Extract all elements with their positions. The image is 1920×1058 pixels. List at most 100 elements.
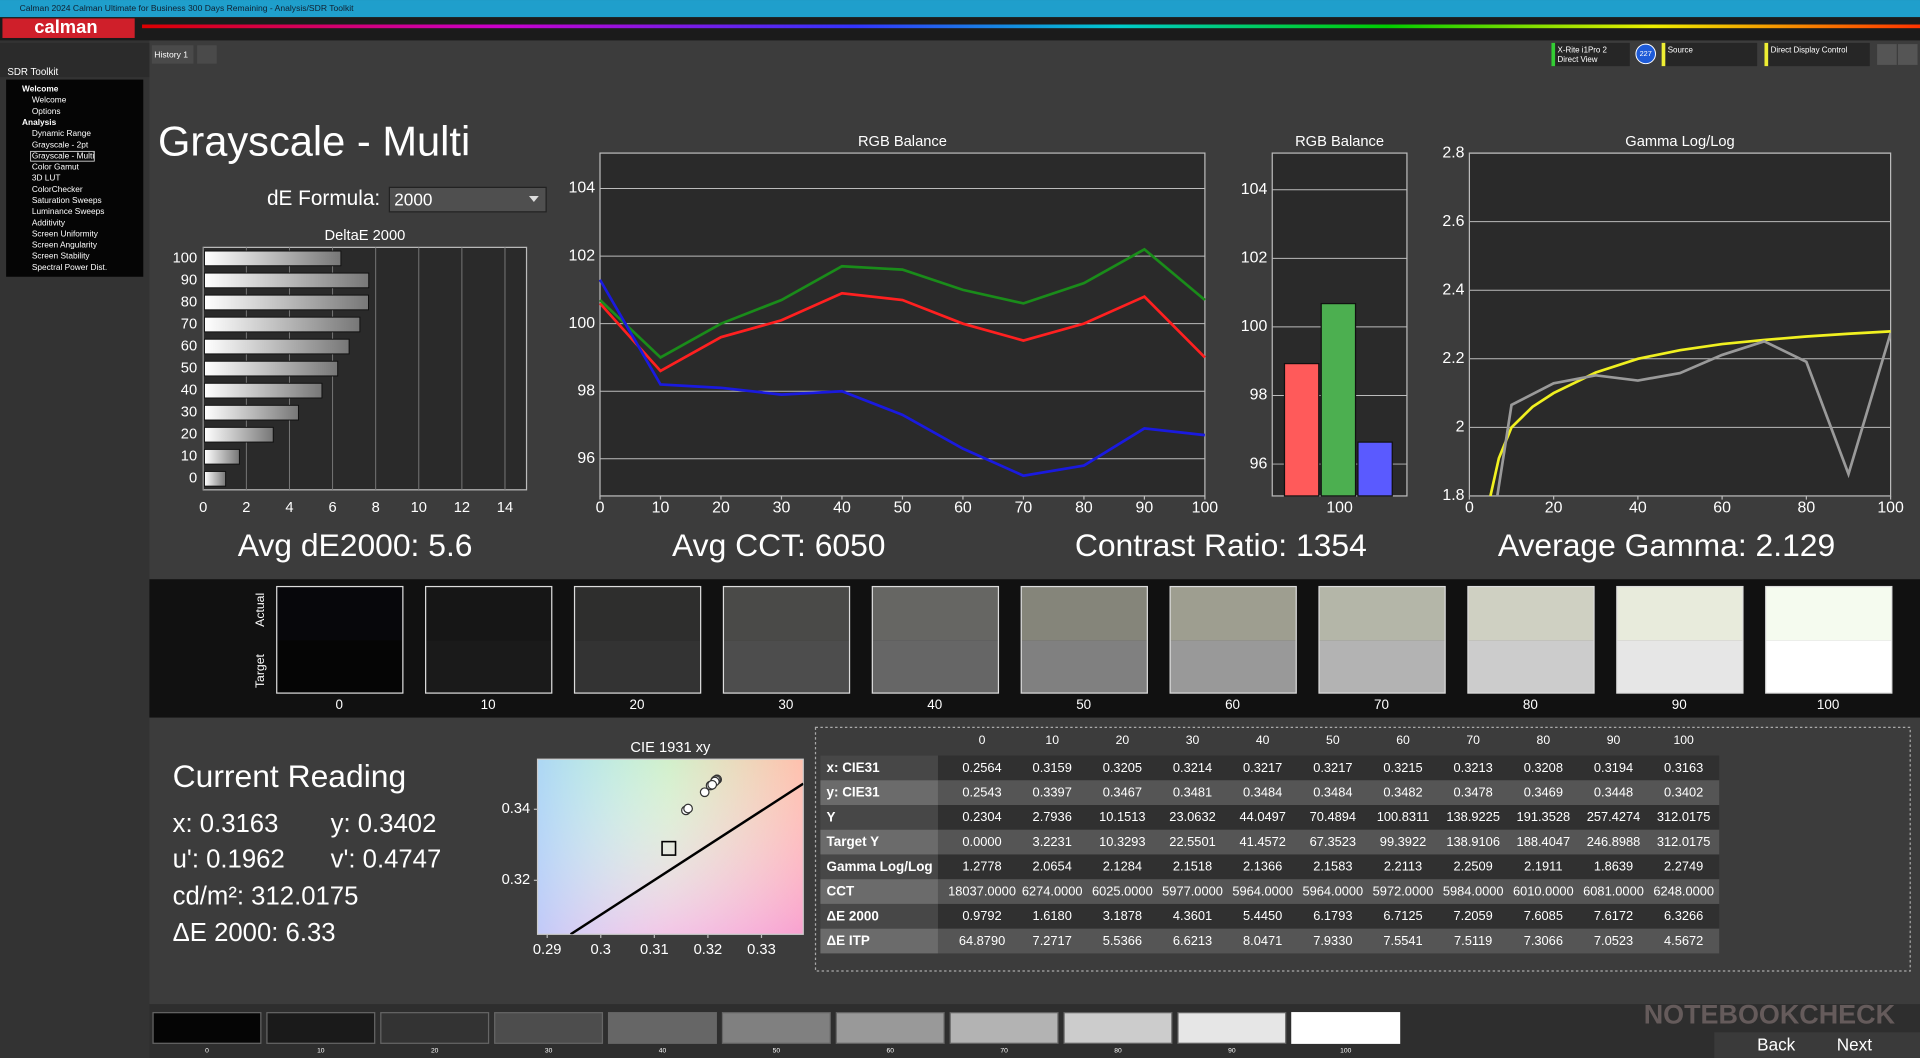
strip-patch [1291,1012,1401,1044]
x-tick-label: 14 [497,500,513,516]
strip-patch [721,1012,831,1044]
table-row-label-bg [820,780,938,805]
plot-area [1468,152,1892,497]
y-tick-label: 104 [569,180,596,197]
target-point [661,840,677,856]
swatch-actual [872,586,999,641]
y-tick-label: 2.6 [1442,213,1464,230]
table-cell: 6248.0000 [1653,883,1714,898]
table-row [937,903,1720,929]
x-tick-label: 80 [1798,499,1816,516]
table-cell: 8.0471 [1243,933,1282,948]
reading-title: Current Reading [173,758,407,794]
reading-line: u': 0.1962 [173,846,285,874]
bar [204,470,227,487]
swatch-label: 20 [629,697,644,712]
swatch-border [1020,585,1148,694]
tree-item: Analysis [22,117,57,127]
bar [1357,441,1393,497]
page-heading: Grayscale - Multi [158,118,470,165]
tree-item: Screen Stability [32,251,91,261]
x-tick-label: 50 [894,499,912,516]
x-tick-label: 0 [596,499,605,516]
table-row [937,854,1720,880]
swatch-border [276,585,404,694]
next-button[interactable]: Next [1837,1034,1872,1054]
table-cell: 5984.0000 [1443,883,1504,898]
x-tick-label: 90 [1136,499,1154,516]
bar [204,404,299,421]
table-cell: 6.6213 [1173,933,1212,948]
strip-patch [152,1012,262,1044]
table-cell: 2.1911 [1524,859,1562,874]
table-row-label-bg [820,879,938,904]
y-tick-label: 98 [577,382,595,399]
table-row-label-bg [820,805,938,830]
x-tick-label: 10 [411,500,427,516]
y-tick-label: 102 [569,247,596,264]
back-button[interactable]: Back [1757,1034,1796,1054]
bar [204,250,342,267]
table-cell: 0.3469 [1524,785,1563,800]
table-cell: 41.4572 [1239,834,1285,849]
y-tick-label: 2.8 [1442,144,1464,161]
table-header: 30 [1186,733,1200,747]
x-tick-label: 10 [652,499,670,516]
measured-point [683,803,693,814]
strip-patch [1063,1012,1173,1044]
table-cell: 3.2231 [1033,834,1072,849]
table-cell: 0.3215 [1383,760,1422,775]
table-cell: 6.1793 [1313,908,1352,923]
chart-title: RGB Balance [858,134,947,150]
table-cell: 0.3478 [1454,785,1493,800]
tree-item: ColorChecker [32,184,83,194]
y-tick-label: 40 [181,383,197,399]
y-tick-label: 96 [577,450,595,467]
dropdown-arrow [528,195,539,203]
x-tick-label: 70 [1015,499,1033,516]
table-cell: 7.5119 [1454,933,1492,948]
table-header: 100 [1673,733,1694,747]
swatch-row-label: Actual [253,593,267,627]
table-cell: 0.3217 [1313,760,1352,775]
swatch-actual [1467,586,1595,641]
table-cell: 1.2778 [962,859,1001,874]
swatch-target [872,640,999,694]
table-cell: 10.3293 [1099,834,1145,849]
table-cell: 6.7125 [1383,908,1422,923]
x-tick-label: 6 [328,500,336,516]
table-cell: 3.1878 [1103,908,1142,923]
table-cell: 0.3484 [1243,785,1282,800]
table-cell: 138.9225 [1446,809,1500,824]
table-cell: 312.0175 [1657,809,1711,824]
reading-line: y: 0.3402 [331,810,437,838]
y-tick-label: 30 [181,405,197,421]
table-header: 80 [1537,733,1551,747]
swatch-actual [1319,586,1446,641]
table-cell: 7.6085 [1524,908,1563,923]
x-tick-label: 8 [372,500,380,516]
tree-item: Screen Uniformity [32,228,99,238]
strip-label: 100 [1340,1047,1351,1054]
strip-label: 20 [431,1047,439,1054]
swatch-border [1467,585,1595,694]
swatch-border [722,585,851,694]
table-row-label-bg [820,928,938,954]
series-line [1495,332,1891,496]
bar [204,448,240,465]
table-cell: 4.3601 [1173,908,1212,923]
x-tick-label: 0.32 [694,942,723,958]
table-cell: 0.3208 [1524,760,1563,775]
bar [204,294,369,311]
swatch-border [1616,585,1744,694]
swatch-label: 0 [335,697,342,712]
table-cell: 4.5672 [1664,933,1703,948]
table-cell: 99.3922 [1380,834,1426,849]
table-row-label: Y [827,809,836,824]
table-row [937,780,1720,805]
strip-label: 50 [773,1047,781,1054]
table-cell: 0.3159 [1033,760,1072,775]
logo: calman [34,16,97,37]
tree-selected [30,150,95,162]
x-tick-label: 0.3 [591,942,611,958]
